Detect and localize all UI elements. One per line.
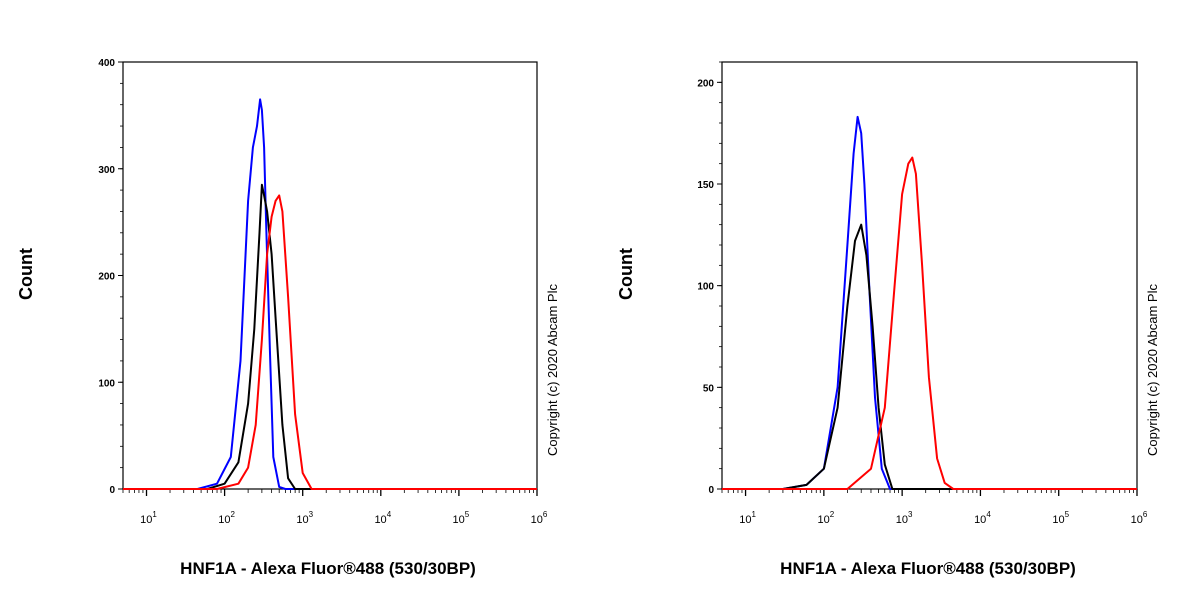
y-tick-label: 200 xyxy=(98,272,115,283)
histogram-panel-left: 0 100 200 300 400 101 102 103 104 105 106 Count HNF1… xyxy=(16,58,560,578)
y-tick-label: 100 xyxy=(697,282,714,293)
histogram-series-1 xyxy=(123,98,537,490)
x-tick-label: 101 xyxy=(140,510,157,526)
x-tick-base: 10 xyxy=(140,514,152,526)
histogram-series-2 xyxy=(123,183,537,490)
y-axis-label: Count xyxy=(16,248,36,300)
plot-frame xyxy=(721,61,1138,490)
y-tick-label: 300 xyxy=(98,165,115,176)
x-tick-exponent: 2 xyxy=(830,510,835,519)
x-tick-label: 102 xyxy=(818,510,835,526)
x-tick-exponent: 4 xyxy=(387,510,392,519)
x-tick-base: 10 xyxy=(739,514,751,526)
x-tick-base: 10 xyxy=(896,514,908,526)
x-tick-exponent: 2 xyxy=(231,510,236,519)
x-tick-base: 10 xyxy=(218,514,230,526)
x-tick-exponent: 1 xyxy=(152,510,157,519)
histogram-panel-right: 0 50 100 150 200 101 102 103 104 105 106 Count HNF1A… xyxy=(600,0,1200,600)
x-tick-exponent: 1 xyxy=(751,510,756,519)
x-tick-exponent: 6 xyxy=(543,510,548,519)
x-tick-base: 10 xyxy=(531,514,543,526)
copyright-annotation: Copyright (c) 2020 Abcam Plc xyxy=(545,284,560,456)
x-tick-base: 10 xyxy=(374,514,386,526)
x-tick-base: 10 xyxy=(1052,514,1064,526)
x-tick-label: 102 xyxy=(218,510,235,526)
x-tick-label: 103 xyxy=(896,510,913,526)
x-tick-label: 106 xyxy=(1131,510,1148,526)
histogram-series-2 xyxy=(722,223,1137,490)
x-tick-exponent: 6 xyxy=(1143,510,1148,519)
x-tick-base: 10 xyxy=(818,514,830,526)
x-tick-label: 103 xyxy=(296,510,313,526)
x-tick-label: 104 xyxy=(374,510,391,526)
x-axis-label: HNF1A - Alexa Fluor®488 (530/30BP) xyxy=(780,559,1076,578)
x-tick-base: 10 xyxy=(296,514,308,526)
x-tick-label: 101 xyxy=(739,510,756,526)
x-tick-base: 10 xyxy=(1131,514,1143,526)
y-tick-label: 100 xyxy=(98,378,115,389)
y-tick-label: 50 xyxy=(703,383,715,394)
y-tick-label: 400 xyxy=(98,58,115,69)
x-tick-exponent: 4 xyxy=(986,510,991,519)
x-tick-exponent: 3 xyxy=(309,510,314,519)
histogram-series-3 xyxy=(123,194,537,490)
plot-frame xyxy=(122,61,538,490)
y-axis-label: Count xyxy=(616,248,636,300)
y-tick-label: 200 xyxy=(697,78,714,89)
x-tick-label: 104 xyxy=(974,510,991,526)
y-tick-label: 0 xyxy=(708,485,714,496)
x-tick-exponent: 5 xyxy=(465,510,470,519)
x-tick-label: 105 xyxy=(453,510,470,526)
y-tick-label: 150 xyxy=(697,180,714,191)
histogram-series-3 xyxy=(722,156,1137,490)
x-tick-label: 105 xyxy=(1052,510,1069,526)
y-tick-label: 0 xyxy=(109,485,115,496)
x-tick-base: 10 xyxy=(974,514,986,526)
x-tick-exponent: 3 xyxy=(908,510,913,519)
x-tick-base: 10 xyxy=(453,514,465,526)
copyright-annotation: Copyright (c) 2020 Abcam Plc xyxy=(1145,284,1160,456)
x-tick-label: 106 xyxy=(531,510,548,526)
x-tick-exponent: 5 xyxy=(1065,510,1070,519)
x-axis-label: HNF1A - Alexa Fluor®488 (530/30BP) xyxy=(180,559,476,578)
histogram-series-1 xyxy=(722,115,1137,490)
